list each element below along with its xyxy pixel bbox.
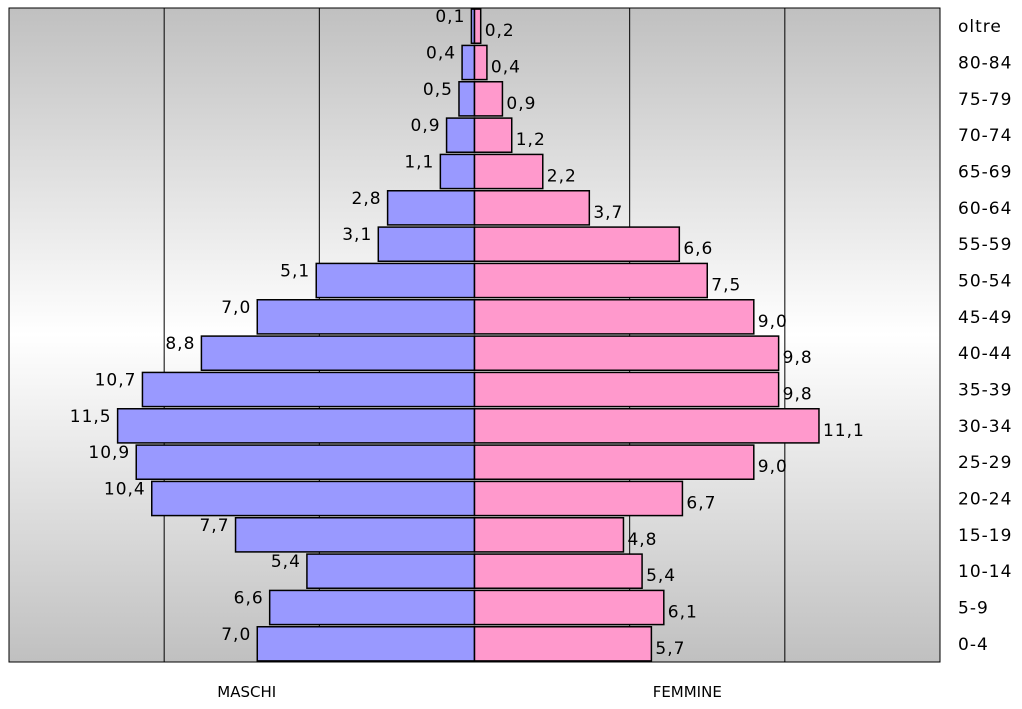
category-label: 50-54 [958,272,1012,292]
data-label-maschi: 0,4 [426,44,456,64]
data-label-maschi: 6,6 [234,589,264,609]
bar-maschi-25-29 [135,444,476,480]
category-label: 65-69 [958,163,1012,183]
data-label-femmine: 0,4 [491,58,521,78]
category-label: 60-64 [958,199,1012,219]
gridlines [163,8,786,662]
bar-femmine-70-74 [473,117,513,153]
category-label: 10-14 [958,562,1012,582]
bar-femmine-5-9 [473,589,665,626]
category-label: 5-9 [958,599,989,619]
data-label-femmine: 5,7 [655,639,685,659]
category-label: 15-19 [958,526,1012,546]
bar-femmine-oltre [473,8,482,44]
bars [116,8,820,662]
data-label-femmine: 7,5 [711,276,741,296]
data-label-femmine: 9,8 [783,385,813,405]
bar-maschi-20-24 [151,480,476,517]
category-label: oltre [958,17,1002,37]
data-label-maschi: 3,1 [342,225,372,245]
data-label-femmine: 9,0 [758,312,788,332]
bar-femmine-65-69 [473,153,544,190]
bar-maschi-15-19 [234,517,476,553]
data-label-maschi: 10,4 [104,480,146,500]
bar-femmine-60-64 [473,190,591,226]
category-label: 75-79 [958,90,1012,110]
data-label-femmine: 4,8 [627,530,657,550]
bar-femmine-75-79 [473,81,504,117]
data-label-maschi: 0,1 [435,7,465,27]
category-label: 80-84 [958,54,1012,74]
bar-femmine-35-39 [473,371,780,408]
category-label: 35-39 [958,381,1012,401]
data-label-maschi: 2,8 [352,189,382,209]
bar-femmine-80-84 [473,44,488,81]
bar-maschi-30-34 [116,408,476,444]
data-label-maschi: 7,0 [221,298,251,318]
data-label-maschi: 1,1 [404,153,434,173]
category-label: 30-34 [958,417,1012,437]
bar-maschi-50-54 [315,262,476,299]
bar-femmine-0-4 [473,626,653,662]
data-label-femmine: 6,7 [686,494,716,514]
bar-maschi-60-64 [386,190,476,226]
data-label-femmine: 2,2 [547,167,577,187]
bar-maschi-40-44 [200,335,476,371]
category-label: 70-74 [958,126,1012,146]
bar-maschi-35-39 [141,371,476,408]
bar-maschi-45-49 [256,299,476,335]
data-label-maschi: 5,1 [280,262,310,282]
data-label-femmine: 6,1 [668,603,698,623]
category-labels: oltre 80-84 75-79 70-74 65-69 60-64 55-59 50-54… [958,17,1012,655]
category-label: 45-49 [958,308,1012,328]
category-label: 55-59 [958,235,1012,255]
bar-maschi-65-69 [439,153,476,190]
bar-femmine-50-54 [473,262,708,299]
data-label-femmine: 6,6 [683,239,713,259]
series-labels: MASCHI FEMMINE [217,683,722,701]
data-label-femmine: 0,2 [485,21,515,41]
data-label-maschi: 11,5 [70,407,112,427]
data-label-femmine: 0,9 [506,94,536,114]
bar-maschi-55-59 [377,226,476,262]
data-label-maschi: 10,9 [88,443,130,463]
bar-femmine-40-44 [473,335,780,371]
data-label-femmine: 11,1 [823,421,865,441]
data-label-maschi: 7,7 [199,516,229,536]
category-label: 25-29 [958,453,1012,473]
bar-femmine-10-14 [473,553,643,589]
category-label: 20-24 [958,490,1012,510]
data-label-femmine: 1,2 [516,130,546,150]
bar-femmine-45-49 [473,299,755,335]
data-label-maschi: 7,0 [221,625,251,645]
bar-femmine-20-24 [473,480,684,517]
data-labels: 0,1 0,2 0,4 0,4 0,5 0,9 0,9 1,2 1,1 2,2 2,8 3,7 3,1 6… [70,7,865,659]
data-label-maschi: 5,4 [271,552,301,572]
bar-maschi-75-79 [458,81,476,117]
data-label-maschi: 10,7 [95,371,137,391]
data-label-femmine: 3,7 [593,203,623,223]
bar-femmine-25-29 [473,444,755,480]
data-label-maschi: 0,9 [411,116,441,136]
bar-maschi-5-9 [268,589,476,626]
category-label: 40-44 [958,344,1012,364]
data-label-femmine: 9,8 [783,348,813,368]
bar-femmine-55-59 [473,226,681,262]
data-label-femmine: 5,4 [646,566,676,586]
bar-maschi-10-14 [306,553,476,589]
bar-maschi-80-84 [461,44,476,81]
data-label-femmine: 9,0 [758,457,788,477]
bar-maschi-70-74 [445,117,476,153]
series-label-maschi: MASCHI [217,683,276,701]
data-label-maschi: 0,5 [423,80,453,100]
category-label: 0-4 [958,635,989,655]
data-label-maschi: 8,8 [165,334,195,354]
bar-femmine-15-19 [473,517,625,553]
series-label-femmine: FEMMINE [653,683,722,701]
bar-maschi-0-4 [256,626,476,662]
bar-femmine-30-34 [473,408,820,444]
